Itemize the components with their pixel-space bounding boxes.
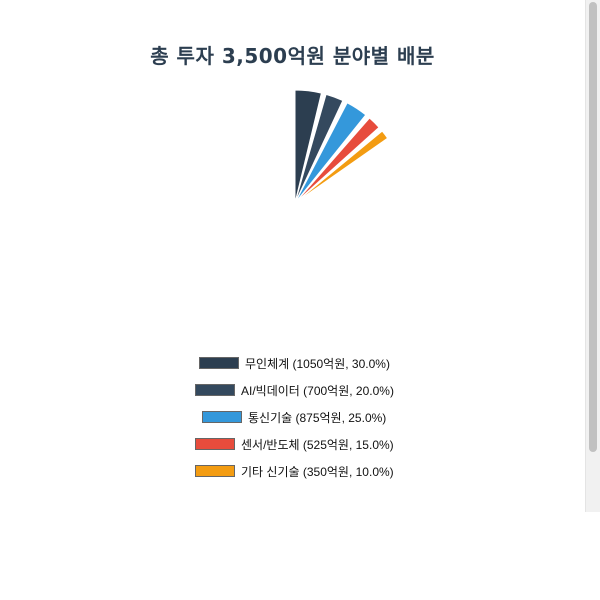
legend-swatch (195, 438, 235, 450)
pie-slice-2 (294, 102, 367, 204)
legend-swatch (202, 411, 242, 423)
chart-frame: 총 투자 3,500억원 분야별 배분 무인체계 (1050억원, 30.0%)… (150, 44, 435, 479)
pie-slice-0 (294, 89, 323, 204)
legend-item-sensor: 센서/반도체 (525억원, 15.0%) (195, 436, 394, 452)
legend-label: 무인체계 (1050억원, 30.0%) (245, 356, 390, 371)
legend-item-other: 기타 신기술 (350억원, 10.0%) (195, 463, 394, 479)
legend-item-comms: 통신기술 (875억원, 25.0%) (202, 409, 386, 425)
legend-label: 통신기술 (875억원, 25.0%) (248, 410, 387, 425)
legend-label: 기타 신기술 (350억원, 10.0%) (241, 464, 394, 479)
pie-chart (294, 89, 389, 204)
legend-swatch (195, 465, 235, 477)
legend-swatch (199, 357, 239, 369)
scrollbar-thumb[interactable] (589, 2, 597, 452)
legend-label: AI/빅데이터 (700억원, 20.0%) (241, 383, 394, 398)
legend-item-unmanned: 무인체계 (1050억원, 30.0%) (199, 355, 390, 371)
vertical-scrollbar[interactable] (585, 0, 600, 512)
chart-title: 총 투자 3,500억원 분야별 배분 (150, 44, 435, 68)
legend-label: 센서/반도체 (525억원, 15.0%) (241, 437, 394, 452)
pie-slice-1 (294, 93, 344, 204)
legend-item-ai-bigdata: AI/빅데이터 (700억원, 20.0%) (195, 382, 394, 398)
pie-slice-3 (294, 117, 380, 204)
legend-swatch (195, 384, 235, 396)
pie-slice-4 (294, 130, 389, 204)
